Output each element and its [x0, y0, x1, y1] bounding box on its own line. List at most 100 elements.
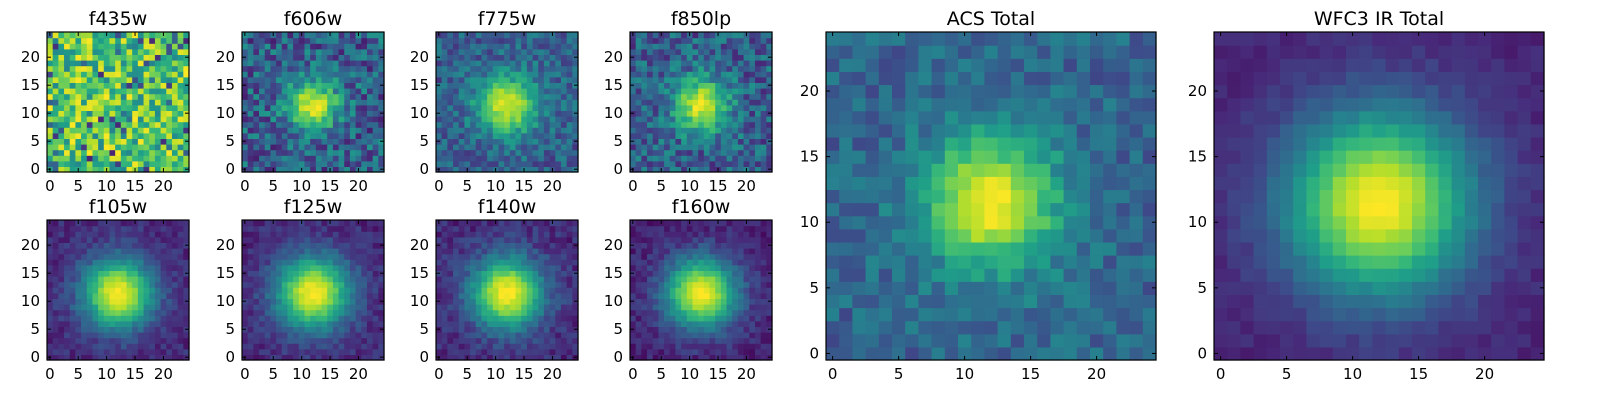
heatmap-cell [464, 144, 471, 151]
heatmap-cell [481, 354, 488, 361]
heatmap-cell [743, 65, 750, 72]
heatmap-cell [686, 121, 694, 128]
heatmap-cell [709, 104, 716, 111]
heatmap-cell [242, 231, 249, 238]
heatmap-cell [120, 276, 128, 283]
heatmap-cell [641, 104, 648, 111]
heatmap-cell [259, 292, 266, 299]
heatmap-cell [264, 37, 271, 44]
heatmap-cell [137, 276, 145, 283]
heatmap-cell [470, 88, 477, 95]
heatmap-cell [749, 320, 756, 327]
heatmap-cell [338, 121, 345, 128]
heatmap-cell [532, 99, 539, 106]
heatmap-cell [498, 231, 505, 238]
heatmap-cell [492, 348, 500, 355]
heatmap-cell [366, 236, 374, 243]
heatmap-cell [332, 149, 340, 156]
heatmap-cell [98, 309, 105, 316]
heatmap-cell [47, 309, 54, 316]
heatmap-cell [686, 320, 694, 327]
heatmap-cell [441, 298, 448, 305]
heatmap-cell [183, 65, 190, 72]
heatmap-cell [538, 71, 545, 78]
heatmap-cell [103, 337, 111, 344]
heatmap-cell [487, 348, 494, 355]
heatmap-cell [253, 337, 260, 344]
heatmap-cell [310, 132, 317, 139]
heatmap-cell [109, 354, 116, 361]
heatmap-cell [171, 48, 179, 55]
heatmap-cell [509, 110, 517, 117]
heatmap-cell [366, 276, 374, 283]
heatmap-cell [247, 160, 254, 167]
heatmap-cell [378, 60, 385, 67]
heatmap-cell [492, 253, 500, 260]
heatmap-cell [92, 242, 99, 249]
heatmap-cell [332, 315, 340, 322]
heatmap-cell [264, 155, 271, 162]
heatmap-cell [366, 60, 374, 67]
heatmap-cell [698, 343, 705, 350]
heatmap-cell [183, 88, 190, 95]
heatmap-cell [361, 155, 368, 162]
heatmap-cell [349, 48, 357, 55]
heatmap-cell [47, 281, 54, 288]
heatmap-cell [92, 248, 99, 255]
heatmap-cell [737, 315, 745, 322]
heatmap-cell [166, 287, 173, 294]
heatmap-cell [453, 155, 460, 162]
heatmap-cell [132, 231, 139, 238]
heatmap-cell [177, 138, 184, 145]
heatmap-cell [509, 248, 517, 255]
heatmap-cell [247, 88, 254, 95]
heatmap-cell [75, 270, 82, 277]
heatmap-cell [504, 348, 511, 355]
heatmap-cell [572, 253, 579, 260]
heatmap-cell [709, 298, 716, 305]
heatmap-cell [481, 242, 488, 249]
heatmap-cell [242, 225, 249, 232]
heatmap-cell [543, 264, 551, 271]
heatmap-cell [58, 71, 65, 78]
heatmap-cell [126, 315, 133, 322]
heatmap-cell [120, 248, 128, 255]
heatmap-cell [109, 32, 116, 39]
heatmap-cell [504, 281, 511, 288]
heatmap-cell [338, 248, 345, 255]
heatmap-cell [543, 253, 551, 260]
heatmap-cell [69, 343, 76, 350]
heatmap-cell [98, 236, 105, 243]
heatmap-cell [669, 48, 677, 55]
heatmap-cell [270, 304, 277, 311]
heatmap-cell [47, 315, 54, 322]
heatmap-cell [310, 166, 317, 173]
y-tick-label: 15 [216, 264, 235, 282]
heatmap-cell [242, 259, 249, 266]
heatmap-cell [92, 166, 99, 173]
heatmap-cell [692, 99, 699, 106]
heatmap-cell [720, 337, 728, 344]
heatmap-cell [98, 104, 105, 111]
heatmap-cell [332, 76, 340, 83]
x-tick-label: 10 [292, 365, 311, 383]
heatmap-cell [515, 166, 522, 173]
heatmap-cell [109, 276, 116, 283]
heatmap-cell [321, 276, 328, 283]
heatmap-cell [453, 160, 460, 167]
heatmap-cell [171, 259, 179, 266]
heatmap-cell [647, 99, 654, 106]
heatmap-cell [555, 99, 562, 106]
heatmap-cell [526, 304, 534, 311]
heatmap-cell [126, 292, 133, 299]
heatmap-cell [487, 304, 494, 311]
heatmap-cell [75, 37, 82, 44]
heatmap-cell [372, 48, 379, 55]
heatmap-cell [64, 121, 71, 128]
heatmap-cell [281, 116, 289, 123]
heatmap-cell [675, 320, 682, 327]
heatmap-cell [171, 127, 179, 134]
heatmap-cell [475, 315, 483, 322]
heatmap-cell [143, 127, 150, 134]
heatmap-cell [464, 276, 471, 283]
